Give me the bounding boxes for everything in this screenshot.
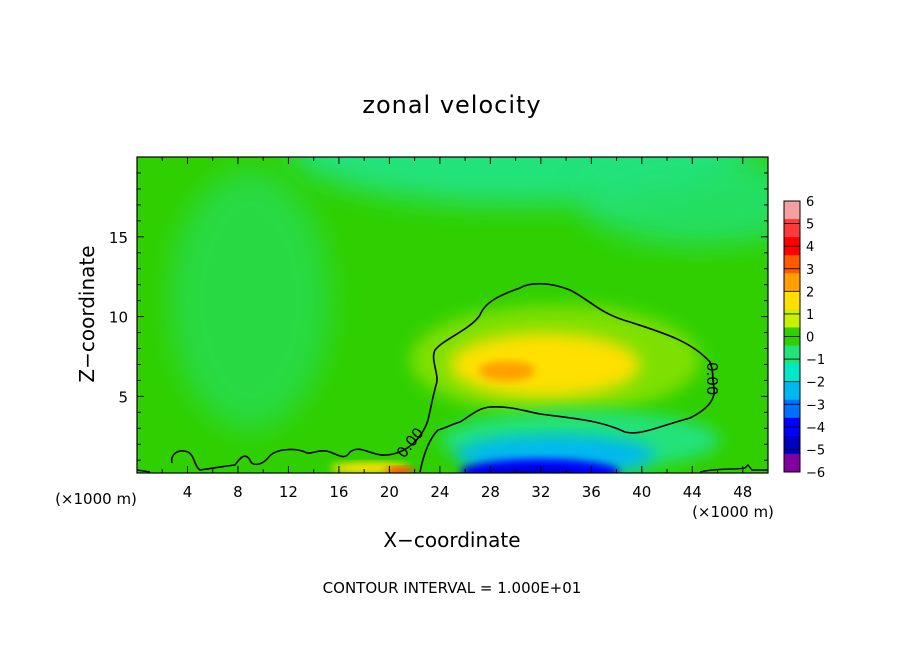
field-orange-core [479,361,535,381]
colorbar-tick-label: 4 [806,240,814,255]
chart-title: zonal velocity [362,91,541,119]
field-upper-right [580,157,768,245]
colorbar-swatch [784,201,800,220]
colorbar-tick-label: 2 [806,285,814,300]
colorbar-swatch [784,255,800,274]
colorbar-swatch [784,453,800,473]
x-unit-right: (×1000 m) [692,503,774,521]
y-tick-label: 10 [109,309,128,327]
colorbar-swatch [784,435,800,455]
field-lower-navy [484,469,576,473]
zero-contour-left [137,445,411,473]
x-tick-label: 8 [233,483,243,501]
zero-contour-right [699,463,768,473]
axis-ticks [137,157,768,473]
field-lower-blue [460,459,620,473]
x-tick-label: 16 [329,483,348,501]
colorbar-tick-label: 3 [806,263,814,278]
x-tick-label: 44 [683,483,702,501]
colorbar [783,200,801,473]
contour-interval-footer: CONTOUR INTERVAL = 1.000E+01 [323,579,582,597]
y-tick-label: 15 [109,229,128,247]
x-tick-label: 20 [380,483,399,501]
colorbar-swatch [784,363,800,382]
x-tick-label: 48 [733,483,752,501]
x-unit-left: (×1000 m) [55,490,137,508]
plot-frame [136,156,769,474]
x-axis-label: X−coordinate [383,528,520,552]
colorbar-swatch [784,399,800,419]
colorbar-tick-label: 5 [806,218,814,233]
colorbar-swatch [784,291,800,310]
x-tick-label: 28 [481,483,500,501]
colorbar-tick-label: −2 [806,376,825,391]
x-tick-label: 12 [279,483,298,501]
zero-contour-main [409,282,715,473]
x-tick-label: 4 [183,483,193,501]
colorbar-tick-label: −5 [806,443,825,458]
colorbar-swatch [784,381,800,401]
colorbar-tick-label: 6 [806,195,814,210]
colorbar-tick-label: −3 [806,398,825,413]
colorbar-swatch [784,219,800,238]
colorbar-tick-label: 0 [806,331,814,346]
colorbar-tick-label: −4 [806,421,825,436]
colorbar-swatch [784,273,800,292]
x-tick-label: 36 [582,483,601,501]
y-tick-label: 5 [118,388,128,406]
colorbar-swatch [784,309,800,328]
colorbar-swatch [784,345,800,364]
field-surface-red [385,467,415,473]
field-yellow-lobe [450,333,640,397]
field-left-band [170,170,330,430]
colorbar-labels: 6 5 4 3 2 1 0 −1 −2 −3 −4 −5 −6 [806,195,825,481]
x-tick-label: 32 [531,483,550,501]
colorbar-tick-label: −6 [806,466,825,481]
x-tick-label: 24 [430,483,449,501]
y-axis-label: Z−coordinate [75,245,99,382]
x-tick-label: 40 [632,483,651,501]
colorbar-tick-label: 1 [806,308,814,323]
contour-label-right: 0.00 [703,362,721,395]
velocity-field [137,157,768,473]
colorbar-tick-label: −1 [806,353,825,368]
